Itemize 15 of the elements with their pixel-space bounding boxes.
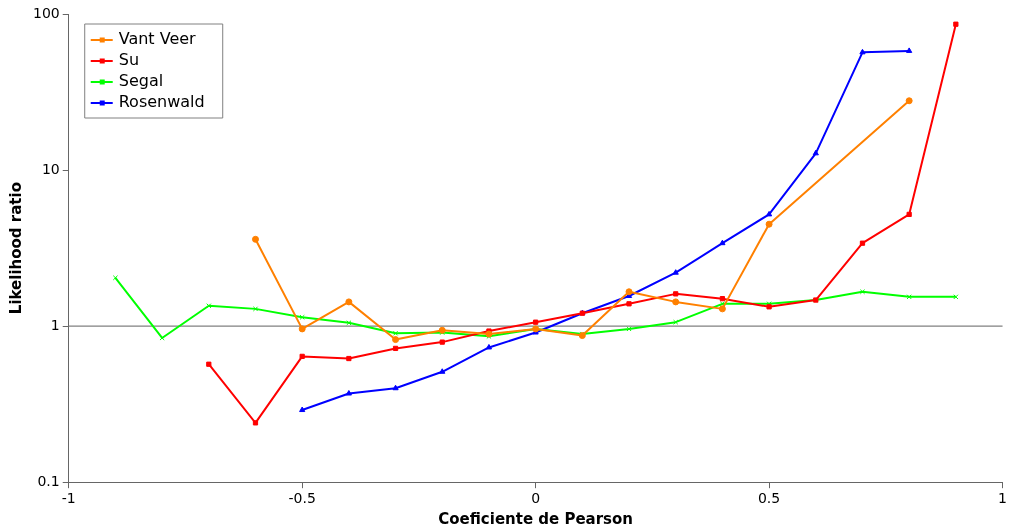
x-tick-label: -0.5: [288, 490, 316, 507]
x-tick-label: 0: [531, 490, 541, 507]
x-tick-label: -1: [61, 490, 76, 507]
legend-label: Su: [118, 50, 140, 70]
y-tick-label: 1: [50, 316, 60, 333]
x-axis-title: Coeficiente de Pearson: [438, 509, 634, 528]
legend-label: Rosenwald: [118, 92, 205, 112]
y-axis-title: Likelihood ratio: [6, 182, 25, 315]
x-tick-label: 1: [998, 490, 1008, 507]
legend-label: Segal: [118, 71, 164, 91]
legend-label: Vant Veer: [118, 29, 197, 49]
y-tick-label: 10: [41, 160, 60, 177]
y-tick-label: 100: [32, 4, 60, 21]
y-tick-label: 0.1: [37, 472, 60, 489]
x-tick-label: 0.5: [757, 490, 781, 507]
